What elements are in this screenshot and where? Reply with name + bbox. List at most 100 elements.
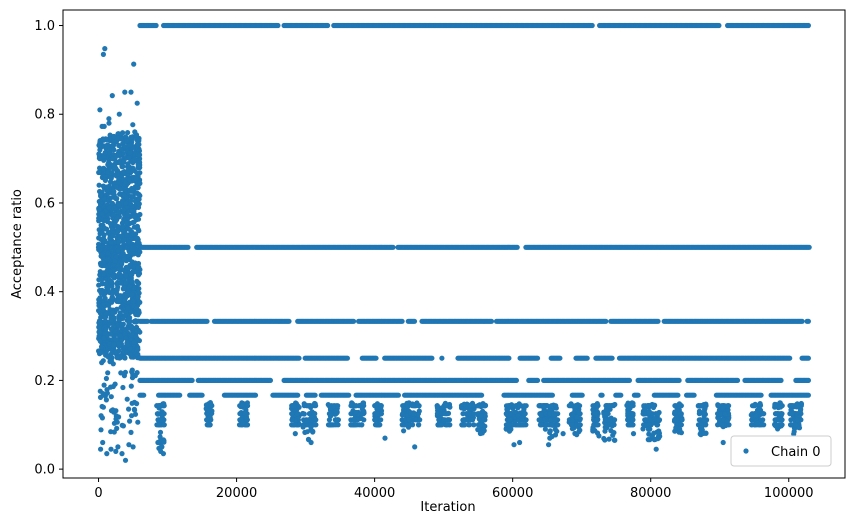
cluster-point [411,411,417,417]
level-point [626,377,633,383]
level-point [557,355,563,361]
burn-in-point [99,360,105,366]
cluster-point [401,428,407,434]
burn-in-point [111,212,117,218]
level-point [675,392,681,398]
burn-in-point [116,266,122,272]
burn-in-point [106,341,112,347]
burn-in-point [109,283,115,289]
cluster-point [157,403,163,409]
burn-in-point [135,272,142,278]
cluster-point [410,422,416,428]
level-point [390,244,396,250]
level-point [758,392,764,398]
level-point [534,377,541,383]
burn-in-point [109,294,115,300]
level-point [346,392,352,398]
burn-in-point [130,231,136,237]
burn-in-point [136,163,142,169]
burn-in-point [114,214,120,220]
burn-in-point [114,419,120,425]
burn-in-point [128,198,134,204]
burn-in-point [96,169,102,176]
burn-in-point [137,299,143,305]
level-point [177,392,183,398]
burn-in-point [111,341,117,348]
cluster-point [333,417,339,423]
burn-in-point [118,370,124,376]
burn-in-point [123,200,129,206]
level-point [534,355,541,361]
cluster-point [158,417,164,423]
burn-in-point [98,413,104,419]
cluster-point [155,422,162,428]
level-point [351,318,357,324]
burn-in-point [113,184,119,190]
burn-in-point [137,329,143,335]
level-point [144,318,150,324]
cluster-point [444,422,450,428]
burn-in-point [105,370,111,376]
burn-in-point [104,390,110,396]
burn-in-point [126,177,132,183]
burn-in-point [123,232,129,239]
burn-in-point [135,265,141,271]
burn-in-point [101,302,107,308]
burn-in-point [124,138,130,144]
level-point [805,392,812,398]
burn-in-point [97,165,103,171]
burn-in-point [127,142,133,148]
level-point [199,392,205,398]
burn-in-point [114,287,120,293]
level-point [295,392,301,398]
burn-in-point [136,196,142,202]
burn-in-point [118,146,124,152]
burn-in-point [103,281,109,287]
burn-in-point [123,220,130,226]
cluster-point [289,417,295,423]
burn-in-point [122,297,128,304]
burn-in-point [135,142,141,148]
burn-in-point [97,308,103,314]
burn-in-point [116,299,122,305]
burn-in-point [108,240,114,246]
burn-in-point [123,335,129,341]
burn-in-point [103,397,109,403]
burn-in-point [135,346,141,353]
level-point [609,355,615,361]
burn-in-point [116,209,122,215]
burn-in-point [96,182,102,188]
cluster-point [410,402,416,409]
burn-in-point [119,224,126,230]
burn-in-point [116,341,122,347]
burn-in-point [137,249,143,255]
cluster-point [308,427,314,433]
burn-in-point [98,201,104,207]
cluster-point [415,422,422,428]
level-point [676,377,682,383]
level-point [275,22,281,29]
level-point [479,392,485,398]
burn-in-point [98,344,105,350]
burn-in-point [131,214,138,220]
cluster-point [325,402,331,408]
burn-in-point [121,207,127,213]
level-point [513,377,520,383]
burn-in-point [136,280,142,287]
burn-in-point [125,130,131,136]
level-point [189,377,195,383]
burn-in-point [125,168,131,174]
burn-in-point [98,349,104,355]
burn-in-point [120,423,126,429]
cluster-point [434,411,440,417]
burn-in-point [133,176,139,182]
burn-in-point [96,206,102,212]
cluster-point [444,417,450,423]
cluster-point [312,422,318,428]
burn-in-point [104,144,110,150]
burn-in-point [105,302,111,308]
burn-in-point [117,191,123,197]
burn-in-point [97,394,104,400]
cluster-point [467,403,473,409]
burn-in-point [127,346,133,352]
